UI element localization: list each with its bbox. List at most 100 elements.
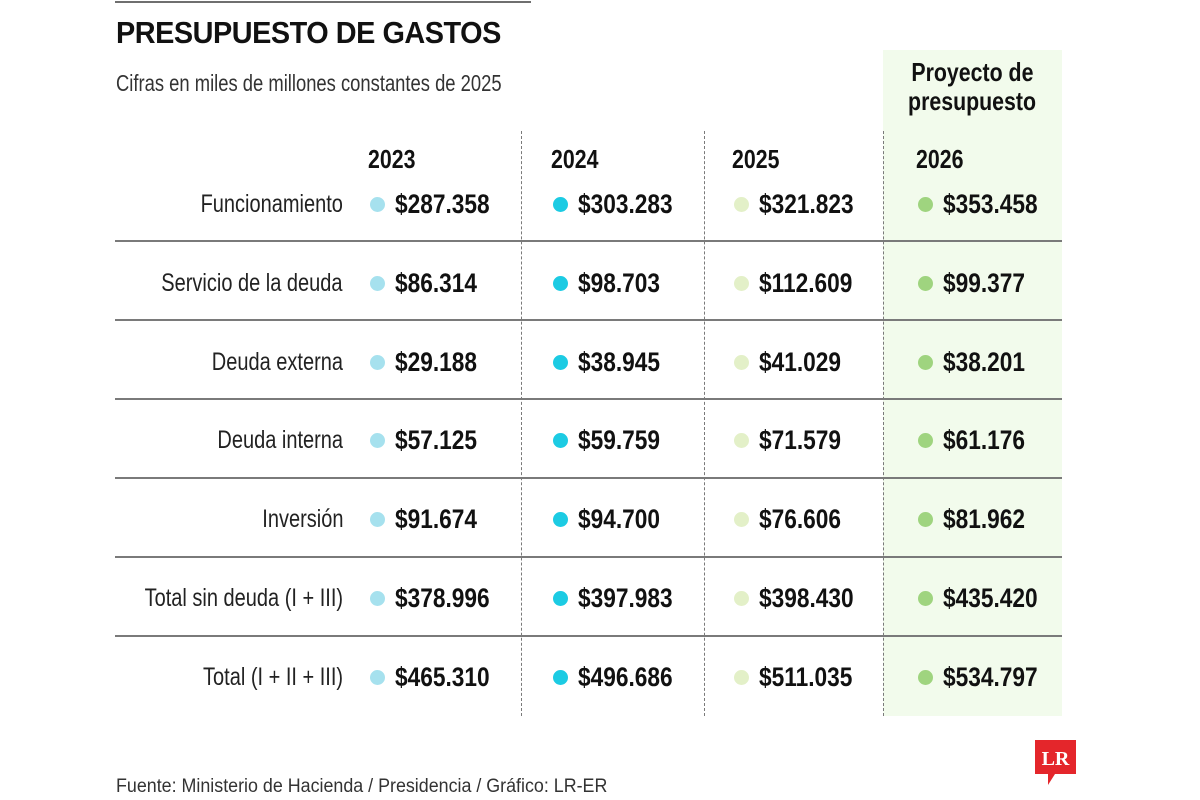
cell-value: $378.996 xyxy=(395,583,490,613)
column-header-2026: 2026 xyxy=(916,144,964,174)
projection-header-line1: Proyecto de xyxy=(911,57,1034,87)
series-dot-icon xyxy=(553,196,568,212)
row-label: Deuda externa xyxy=(211,348,343,376)
series-dot-icon xyxy=(918,590,933,606)
series-dot-icon xyxy=(918,354,933,370)
cell-value: $38.945 xyxy=(578,347,660,377)
row-divider xyxy=(115,398,1062,400)
series-dot-icon xyxy=(370,432,385,448)
series-dot-icon xyxy=(370,196,385,212)
row-label: Inversión xyxy=(261,505,343,533)
table-cell: $534.797 xyxy=(918,662,1056,692)
cell-value: $321.823 xyxy=(759,189,854,219)
table-cell: $435.420 xyxy=(918,583,1056,613)
row-divider xyxy=(115,319,1062,321)
series-dot-icon xyxy=(370,511,385,527)
cell-value: $29.188 xyxy=(395,347,477,377)
cell-value: $38.201 xyxy=(943,347,1025,377)
series-dot-icon xyxy=(734,432,749,448)
table-cell: $59.759 xyxy=(553,425,676,455)
row-label: Servicio de la deuda xyxy=(161,269,343,297)
series-dot-icon xyxy=(918,669,933,685)
table-cell: $321.823 xyxy=(734,189,872,219)
cell-value: $94.700 xyxy=(578,504,660,534)
series-dot-icon xyxy=(734,275,749,291)
cell-value: $61.176 xyxy=(943,425,1025,455)
series-dot-icon xyxy=(553,511,568,527)
cell-value: $86.314 xyxy=(395,268,477,298)
table-cell: $496.686 xyxy=(553,662,691,692)
cell-value: $435.420 xyxy=(943,583,1038,613)
cell-value: $534.797 xyxy=(943,662,1038,692)
series-dot-icon xyxy=(553,432,568,448)
cell-value: $496.686 xyxy=(578,662,673,692)
series-dot-icon xyxy=(918,432,933,448)
row-divider xyxy=(115,240,1062,242)
row-divider xyxy=(115,556,1062,558)
projection-header-line2: presupuesto xyxy=(908,86,1037,116)
table-cell: $465.310 xyxy=(370,662,508,692)
table-cell: $81.962 xyxy=(918,504,1041,534)
table-cell: $378.996 xyxy=(370,583,508,613)
cell-value: $511.035 xyxy=(759,662,853,692)
cell-value: $71.579 xyxy=(759,425,841,455)
projection-highlight-panel xyxy=(883,50,1062,716)
row-label: Funcionamiento xyxy=(200,190,343,218)
cell-value: $76.606 xyxy=(759,504,841,534)
series-dot-icon xyxy=(553,669,568,685)
series-dot-icon xyxy=(918,275,933,291)
chart-title: PRESUPUESTO DE GASTOS xyxy=(116,15,501,50)
row-divider xyxy=(115,477,1062,479)
table-cell: $99.377 xyxy=(918,268,1041,298)
series-dot-icon xyxy=(734,590,749,606)
series-dot-icon xyxy=(918,511,933,527)
table-cell: $76.606 xyxy=(734,504,857,534)
series-dot-icon xyxy=(370,354,385,370)
table-cell: $303.283 xyxy=(553,189,691,219)
cell-value: $91.674 xyxy=(395,504,477,534)
table-cell: $397.983 xyxy=(553,583,691,613)
series-dot-icon xyxy=(553,354,568,370)
table-cell: $398.430 xyxy=(734,583,872,613)
series-dot-icon xyxy=(553,275,568,291)
column-header-2023: 2023 xyxy=(368,144,416,174)
series-dot-icon xyxy=(918,196,933,212)
column-header-2025: 2025 xyxy=(732,144,780,174)
cell-value: $303.283 xyxy=(578,189,673,219)
table-cell: $353.458 xyxy=(918,189,1056,219)
row-divider xyxy=(115,635,1062,637)
series-dot-icon xyxy=(370,590,385,606)
row-label: Total (I + II + III) xyxy=(202,663,343,691)
cell-value: $397.983 xyxy=(578,583,673,613)
projection-header: Proyecto de presupuesto xyxy=(883,58,1062,116)
chart-subtitle: Cifras en miles de millones constantes d… xyxy=(116,70,502,96)
series-dot-icon xyxy=(370,275,385,291)
series-dot-icon xyxy=(734,511,749,527)
table-cell: $57.125 xyxy=(370,425,493,455)
source-note: Fuente: Ministerio de Hacienda / Preside… xyxy=(116,776,608,797)
cell-value: $287.358 xyxy=(395,189,490,219)
series-dot-icon xyxy=(553,590,568,606)
table-cell: $94.700 xyxy=(553,504,676,534)
table-cell: $41.029 xyxy=(734,347,857,377)
table-cell: $287.358 xyxy=(370,189,508,219)
lr-logo: LR xyxy=(1035,740,1076,785)
table-cell: $71.579 xyxy=(734,425,857,455)
top-rule xyxy=(115,1,531,3)
series-dot-icon xyxy=(734,669,749,685)
cell-value: $398.430 xyxy=(759,583,854,613)
table-cell: $61.176 xyxy=(918,425,1041,455)
table-cell: $91.674 xyxy=(370,504,493,534)
series-dot-icon xyxy=(734,354,749,370)
row-label: Deuda interna xyxy=(217,426,343,454)
column-header-2024: 2024 xyxy=(551,144,599,174)
table-cell: $98.703 xyxy=(553,268,676,298)
table-cell: $86.314 xyxy=(370,268,493,298)
series-dot-icon xyxy=(370,669,385,685)
cell-value: $98.703 xyxy=(578,268,660,298)
column-divider xyxy=(521,131,522,716)
cell-value: $353.458 xyxy=(943,189,1038,219)
cell-value: $59.759 xyxy=(578,425,660,455)
cell-value: $41.029 xyxy=(759,347,841,377)
table-cell: $29.188 xyxy=(370,347,493,377)
